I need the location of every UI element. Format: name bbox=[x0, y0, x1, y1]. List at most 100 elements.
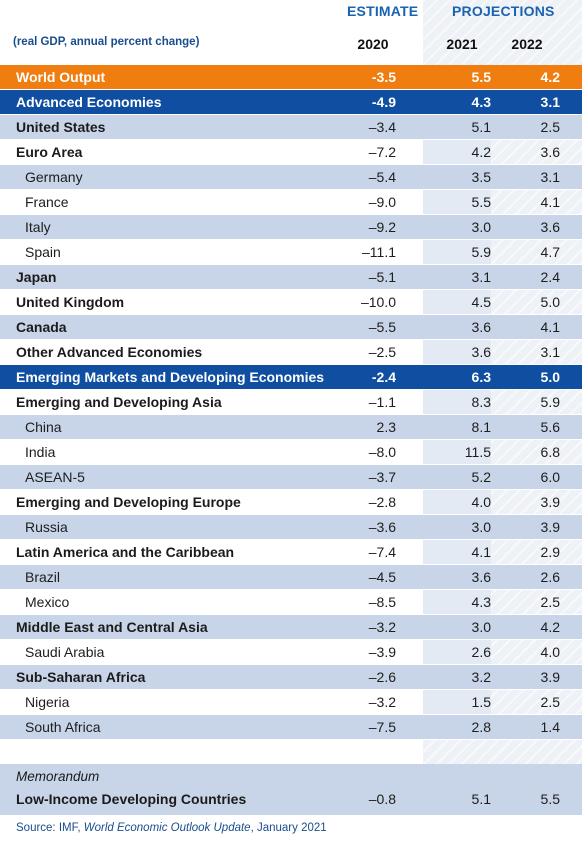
row-label: Russia bbox=[25, 519, 68, 535]
table-row: Nigeria –3.2 1.5 2.5 bbox=[0, 690, 582, 715]
value-2022: 2.6 bbox=[540, 569, 560, 585]
value-2020: –11.1 bbox=[362, 244, 396, 260]
value-2020: -3.5 bbox=[371, 69, 396, 85]
table-row: United Kingdom –10.0 4.5 5.0 bbox=[0, 290, 582, 315]
table-row: Emerging and Developing Europe –2.8 4.0 3.9 bbox=[0, 490, 582, 515]
value-2020: –5.5 bbox=[368, 319, 396, 335]
row-label: Sub-Saharan Africa bbox=[16, 669, 146, 685]
row-label: South Africa bbox=[25, 719, 101, 735]
value-2022: 6.0 bbox=[540, 469, 560, 485]
memorandum-label: Low-Income Developing Countries bbox=[16, 791, 247, 807]
row-label: Spain bbox=[25, 244, 61, 260]
value-2022: 4.1 bbox=[540, 194, 560, 210]
value-2020: –7.2 bbox=[368, 144, 396, 160]
table-row: Middle East and Central Asia –3.2 3.0 4.2 bbox=[0, 615, 582, 640]
value-2021: 3.0 bbox=[423, 615, 491, 639]
row-label: Euro Area bbox=[16, 144, 83, 160]
value-2020: –2.5 bbox=[368, 344, 396, 360]
value-2022: 3.1 bbox=[491, 90, 560, 114]
row-label: Saudi Arabia bbox=[25, 644, 105, 660]
row-label: Emerging and Developing Asia bbox=[16, 394, 222, 410]
year-2022-header: 2022 bbox=[511, 36, 543, 52]
value-2021: 4.1 bbox=[423, 540, 491, 564]
row-label: United States bbox=[16, 119, 106, 135]
value-2021: 8.3 bbox=[423, 390, 491, 414]
table-row: India –8.0 11.5 6.8 bbox=[0, 440, 582, 465]
table-row: France –9.0 5.5 4.1 bbox=[0, 190, 582, 215]
table-row: Spain –11.1 5.9 4.7 bbox=[0, 240, 582, 265]
table-row: Japan –5.1 3.1 2.4 bbox=[0, 265, 582, 290]
value-2020: –4.5 bbox=[368, 569, 396, 585]
source-prefix: Source: IMF, bbox=[16, 822, 84, 834]
row-label: Other Advanced Economies bbox=[16, 344, 203, 360]
table-row: Russia –3.6 3.0 3.9 bbox=[0, 515, 582, 540]
row-label: France bbox=[25, 194, 69, 210]
value-2020: –8.5 bbox=[368, 594, 396, 610]
memorandum-value-2021: 5.1 bbox=[471, 791, 491, 807]
value-2020: –8.0 bbox=[368, 444, 396, 460]
value-2022: 4.0 bbox=[540, 644, 560, 660]
estimate-header: ESTIMATE bbox=[347, 3, 419, 19]
value-2021: 3.0 bbox=[423, 515, 491, 539]
table-row: Germany –5.4 3.5 3.1 bbox=[0, 165, 582, 190]
row-label: United Kingdom bbox=[16, 294, 125, 310]
value-2021: 5.5 bbox=[423, 190, 491, 214]
value-2022: 4.2 bbox=[491, 65, 560, 89]
memorandum-value-2022: 5.5 bbox=[540, 791, 560, 807]
source-publication: World Economic Outlook Update bbox=[83, 822, 251, 834]
value-2022: 6.8 bbox=[540, 444, 560, 460]
value-2022: 2.5 bbox=[540, 594, 560, 610]
memorandum-title: Memorandum bbox=[16, 769, 100, 784]
value-2021: 3.6 bbox=[423, 565, 491, 589]
row-label: Italy bbox=[25, 219, 51, 235]
row-label: ASEAN-5 bbox=[25, 469, 85, 485]
value-2020: –9.2 bbox=[368, 219, 396, 235]
value-2022: 5.0 bbox=[540, 294, 560, 310]
value-2022: 3.6 bbox=[540, 144, 560, 160]
value-2022: 2.5 bbox=[540, 119, 560, 135]
value-2021: 5.1 bbox=[423, 115, 491, 139]
table-row: Latin America and the Caribbean –7.4 4.1 2.… bbox=[0, 540, 582, 565]
value-2021: 2.8 bbox=[423, 715, 491, 739]
value-2020: –5.4 bbox=[368, 169, 396, 185]
table-row: Emerging and Developing Asia –1.1 8.3 5.9 bbox=[0, 390, 582, 415]
value-2020: –3.2 bbox=[368, 694, 396, 710]
row-label: Canada bbox=[16, 319, 67, 335]
table-row: Canada –5.5 3.6 4.1 bbox=[0, 315, 582, 340]
value-2021: 3.6 bbox=[423, 315, 491, 339]
table-row: Euro Area –7.2 4.2 3.6 bbox=[0, 140, 582, 165]
row-label: Brazil bbox=[25, 569, 61, 585]
value-2022: 3.6 bbox=[540, 219, 560, 235]
value-2022: 4.1 bbox=[540, 319, 560, 335]
table-row: Advanced Economies -4.9 4.3 3.1 bbox=[0, 90, 582, 115]
value-2020: –2.6 bbox=[368, 669, 396, 685]
table-row: ASEAN-5 –3.7 5.2 6.0 bbox=[0, 465, 582, 490]
memorandum-section: Memorandum Low-Income Developing Countri… bbox=[0, 764, 582, 815]
table-row: Saudi Arabia –3.9 2.6 4.0 bbox=[0, 640, 582, 665]
value-2020: –3.9 bbox=[368, 644, 396, 660]
row-label: Latin America and the Caribbean bbox=[16, 544, 235, 560]
value-2020: -2.4 bbox=[371, 369, 396, 385]
value-2022: 2.4 bbox=[540, 269, 560, 285]
table-row: South Africa –7.5 2.8 1.4 bbox=[0, 715, 582, 740]
value-2021: 5.5 bbox=[423, 65, 491, 89]
row-label: Emerging Markets and Developing Economie… bbox=[16, 369, 325, 385]
value-2022: 2.9 bbox=[540, 544, 560, 560]
value-2022: 5.9 bbox=[540, 394, 560, 410]
table-row: Emerging Markets and Developing Economie… bbox=[0, 365, 582, 390]
year-2020-header: 2020 bbox=[357, 36, 389, 52]
value-2020: –7.4 bbox=[368, 544, 396, 560]
table-row: Other Advanced Economies –2.5 3.6 3.1 bbox=[0, 340, 582, 365]
value-2021: 3.6 bbox=[423, 340, 491, 364]
row-label: Emerging and Developing Europe bbox=[16, 494, 241, 510]
value-2022: 3.9 bbox=[540, 519, 560, 535]
value-2020: –5.1 bbox=[368, 269, 396, 285]
value-2022: 3.9 bbox=[540, 494, 560, 510]
value-2020: 2.3 bbox=[376, 419, 396, 435]
row-label: Mexico bbox=[25, 594, 70, 610]
units-note: (real GDP, annual percent change) bbox=[13, 36, 200, 48]
value-2022: 5.0 bbox=[491, 365, 560, 389]
value-2022: 3.1 bbox=[540, 344, 560, 360]
value-2020: –10.0 bbox=[360, 294, 396, 310]
value-2021: 3.2 bbox=[423, 665, 491, 689]
